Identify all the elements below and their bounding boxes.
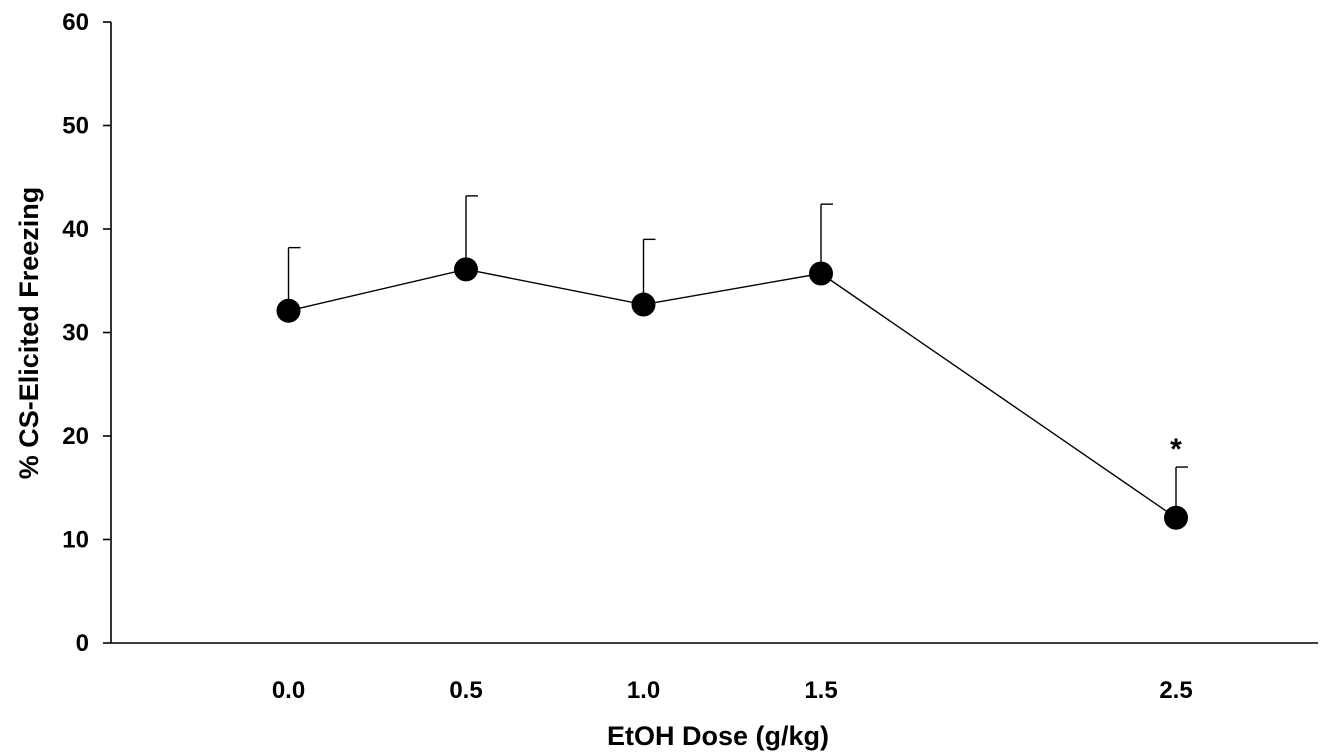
x-tick-label: 1.5 <box>804 677 837 704</box>
data-point <box>631 292 656 317</box>
x-tick-label: 1.0 <box>627 677 660 704</box>
data-point <box>1164 505 1188 530</box>
y-tick-label: 0 <box>76 630 89 657</box>
x-tick-label: 2.5 <box>1159 677 1192 704</box>
significance-asterisk: * <box>1170 433 1182 466</box>
y-tick-label: 40 <box>62 216 89 243</box>
x-tick-label: 0.5 <box>449 677 482 704</box>
x-axis: 0.0 0.5 1.0 1.5 2.5 <box>111 642 1318 704</box>
y-tick-label: 30 <box>62 320 89 347</box>
x-axis-title: EtOH Dose (g/kg) <box>607 721 829 751</box>
y-tick-label: 20 <box>62 423 89 450</box>
y-tick-label: 60 <box>62 9 89 36</box>
y-tick-label: 50 <box>62 113 89 140</box>
y-axis-title: % CS-Elicited Freezing <box>14 187 44 480</box>
data-point <box>454 257 478 282</box>
y-axis: 0 10 20 30 40 50 60 <box>62 9 112 657</box>
data-point <box>276 298 301 323</box>
data-point <box>809 261 833 286</box>
x-tick-label: 0.0 <box>272 677 305 704</box>
plot-area: * <box>276 195 1188 530</box>
series-line <box>288 268 1177 519</box>
y-tick-label: 10 <box>62 527 89 554</box>
